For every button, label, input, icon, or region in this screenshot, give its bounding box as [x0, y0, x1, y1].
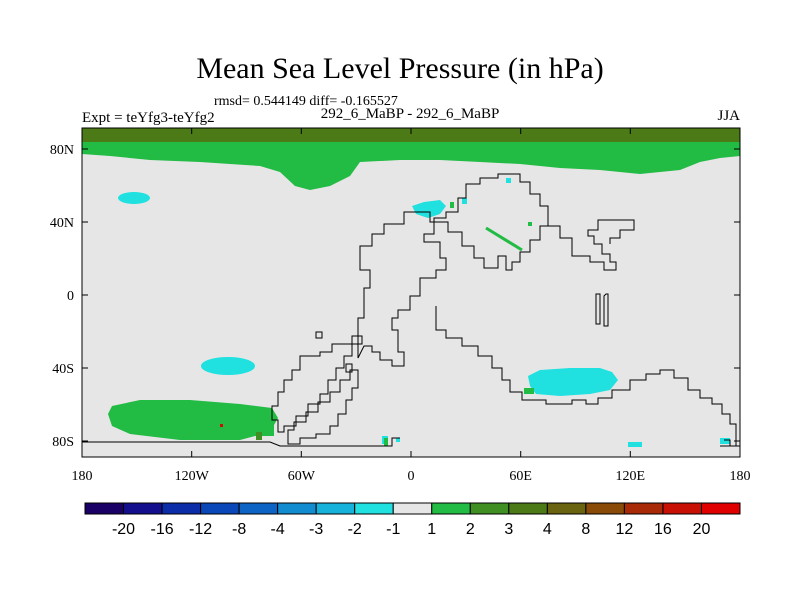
season-label: JJA — [717, 108, 740, 124]
statistics-text: rmsd= 0.544149 diff= -0.165527 — [214, 94, 398, 109]
lat-label-40n: 40N — [50, 216, 74, 231]
colorbar: -20 -16 -12 -8 -4 -3 -2 -1 1 2 3 4 8 12 16 20 — [84, 502, 741, 538]
colorbar-label: 12 — [616, 521, 634, 538]
colorbar-box-9 — [431, 502, 471, 515]
green-speck-2 — [528, 222, 532, 226]
coastline-asia-east — [548, 219, 635, 271]
colorbar-label: 3 — [504, 521, 513, 538]
coastline-africa-south — [435, 306, 737, 447]
lat-label-eq: 0 — [67, 289, 74, 304]
colorbar-box-3 — [200, 502, 240, 515]
colorbar-label: 8 — [581, 521, 590, 538]
lat-label-80n: 80N — [50, 143, 74, 158]
lat-axis — [82, 148, 740, 442]
colorbar-label: 20 — [693, 521, 711, 538]
colorbar-label: 16 — [654, 521, 672, 538]
north-green-band — [82, 142, 740, 190]
lon-label-60e: 60E — [509, 469, 532, 484]
coastline-island-2 — [603, 293, 609, 327]
colorbar-label: -16 — [150, 521, 173, 538]
red-speck — [220, 424, 223, 427]
coastlines — [82, 173, 740, 447]
green-blob-antarctic-1 — [244, 420, 274, 436]
coastline-eurasia-africa — [357, 173, 549, 367]
lon-label-180e: 180 — [730, 469, 751, 484]
colorbar-box-14 — [623, 502, 664, 515]
cyan-speck-2 — [462, 198, 467, 204]
coastline-americas-inner — [287, 369, 359, 445]
cyan-blob-south-pacific — [201, 357, 255, 375]
colorbar-label: 1 — [427, 521, 436, 538]
lon-label-120w: 120W — [175, 469, 210, 484]
colorbar-label: -1 — [386, 521, 400, 538]
cyan-blob-indian-ocean — [528, 368, 618, 396]
green-speck-5 — [256, 432, 262, 440]
colorbar-label: 2 — [466, 521, 475, 538]
colorbar-label: -20 — [112, 521, 135, 538]
lon-axis — [81, 128, 741, 457]
colorbar-box-12 — [546, 502, 587, 515]
cyan-blob-europe — [412, 200, 446, 218]
lon-label-120e: 120E — [616, 469, 646, 484]
cyan-blob-north-pacific — [118, 192, 150, 204]
lon-label-0: 0 — [408, 469, 415, 484]
colorbar-box-4 — [238, 502, 279, 515]
colorbar-box-11 — [508, 502, 548, 515]
cyan-speck-4 — [720, 438, 730, 444]
colorbar-label: -3 — [309, 521, 323, 538]
colorbar-box-8 — [392, 502, 433, 515]
colorbar-label: -8 — [232, 521, 246, 538]
lat-label-40s: 40S — [52, 362, 74, 377]
colorbar-box-1 — [123, 502, 163, 515]
colorbar-box-10 — [469, 502, 510, 515]
coastline-island-4 — [345, 363, 353, 373]
cyan-speck-6 — [396, 438, 400, 442]
plot-title: Mean Sea Level Pressure (in hPa) — [196, 52, 604, 85]
green-streak-asia — [485, 226, 523, 252]
colorbar-box-13 — [585, 502, 625, 515]
colorbar-box-16 — [700, 502, 741, 515]
north-polar-dark-band — [82, 128, 740, 142]
green-speck-3 — [384, 438, 388, 446]
coastline-island-1 — [595, 293, 601, 325]
colorbar-box-15 — [662, 502, 702, 515]
colorbar-box-7 — [354, 502, 394, 515]
colorbar-box-0 — [84, 502, 125, 515]
green-speck-1 — [450, 202, 454, 208]
colorbar-label: -4 — [271, 521, 285, 538]
green-blob-south-pacific — [108, 400, 278, 440]
colorbar-box-6 — [315, 502, 356, 515]
colorbar-label: -12 — [189, 521, 212, 538]
coastline-island-3 — [315, 331, 323, 339]
cyan-speck-1 — [506, 178, 511, 183]
colorbar-box-2 — [161, 502, 202, 515]
colorbar-label: -2 — [348, 521, 362, 538]
cyan-speck-3 — [628, 442, 642, 447]
coastline-antarctica — [82, 437, 400, 447]
colorbar-box-5 — [277, 502, 317, 515]
green-speck-4 — [524, 388, 534, 394]
lon-label-180w: 180 — [72, 469, 93, 484]
lat-label-80s: 80S — [52, 435, 74, 450]
case-label: 292_6_MaBP - 292_6_MaBP — [320, 106, 500, 122]
colorbar-label: 4 — [543, 521, 552, 538]
lon-label-60w: 60W — [288, 469, 316, 484]
coastline-americas — [271, 335, 363, 433]
experiment-label: Expt = teYfg3-teYfg2 — [82, 110, 215, 126]
